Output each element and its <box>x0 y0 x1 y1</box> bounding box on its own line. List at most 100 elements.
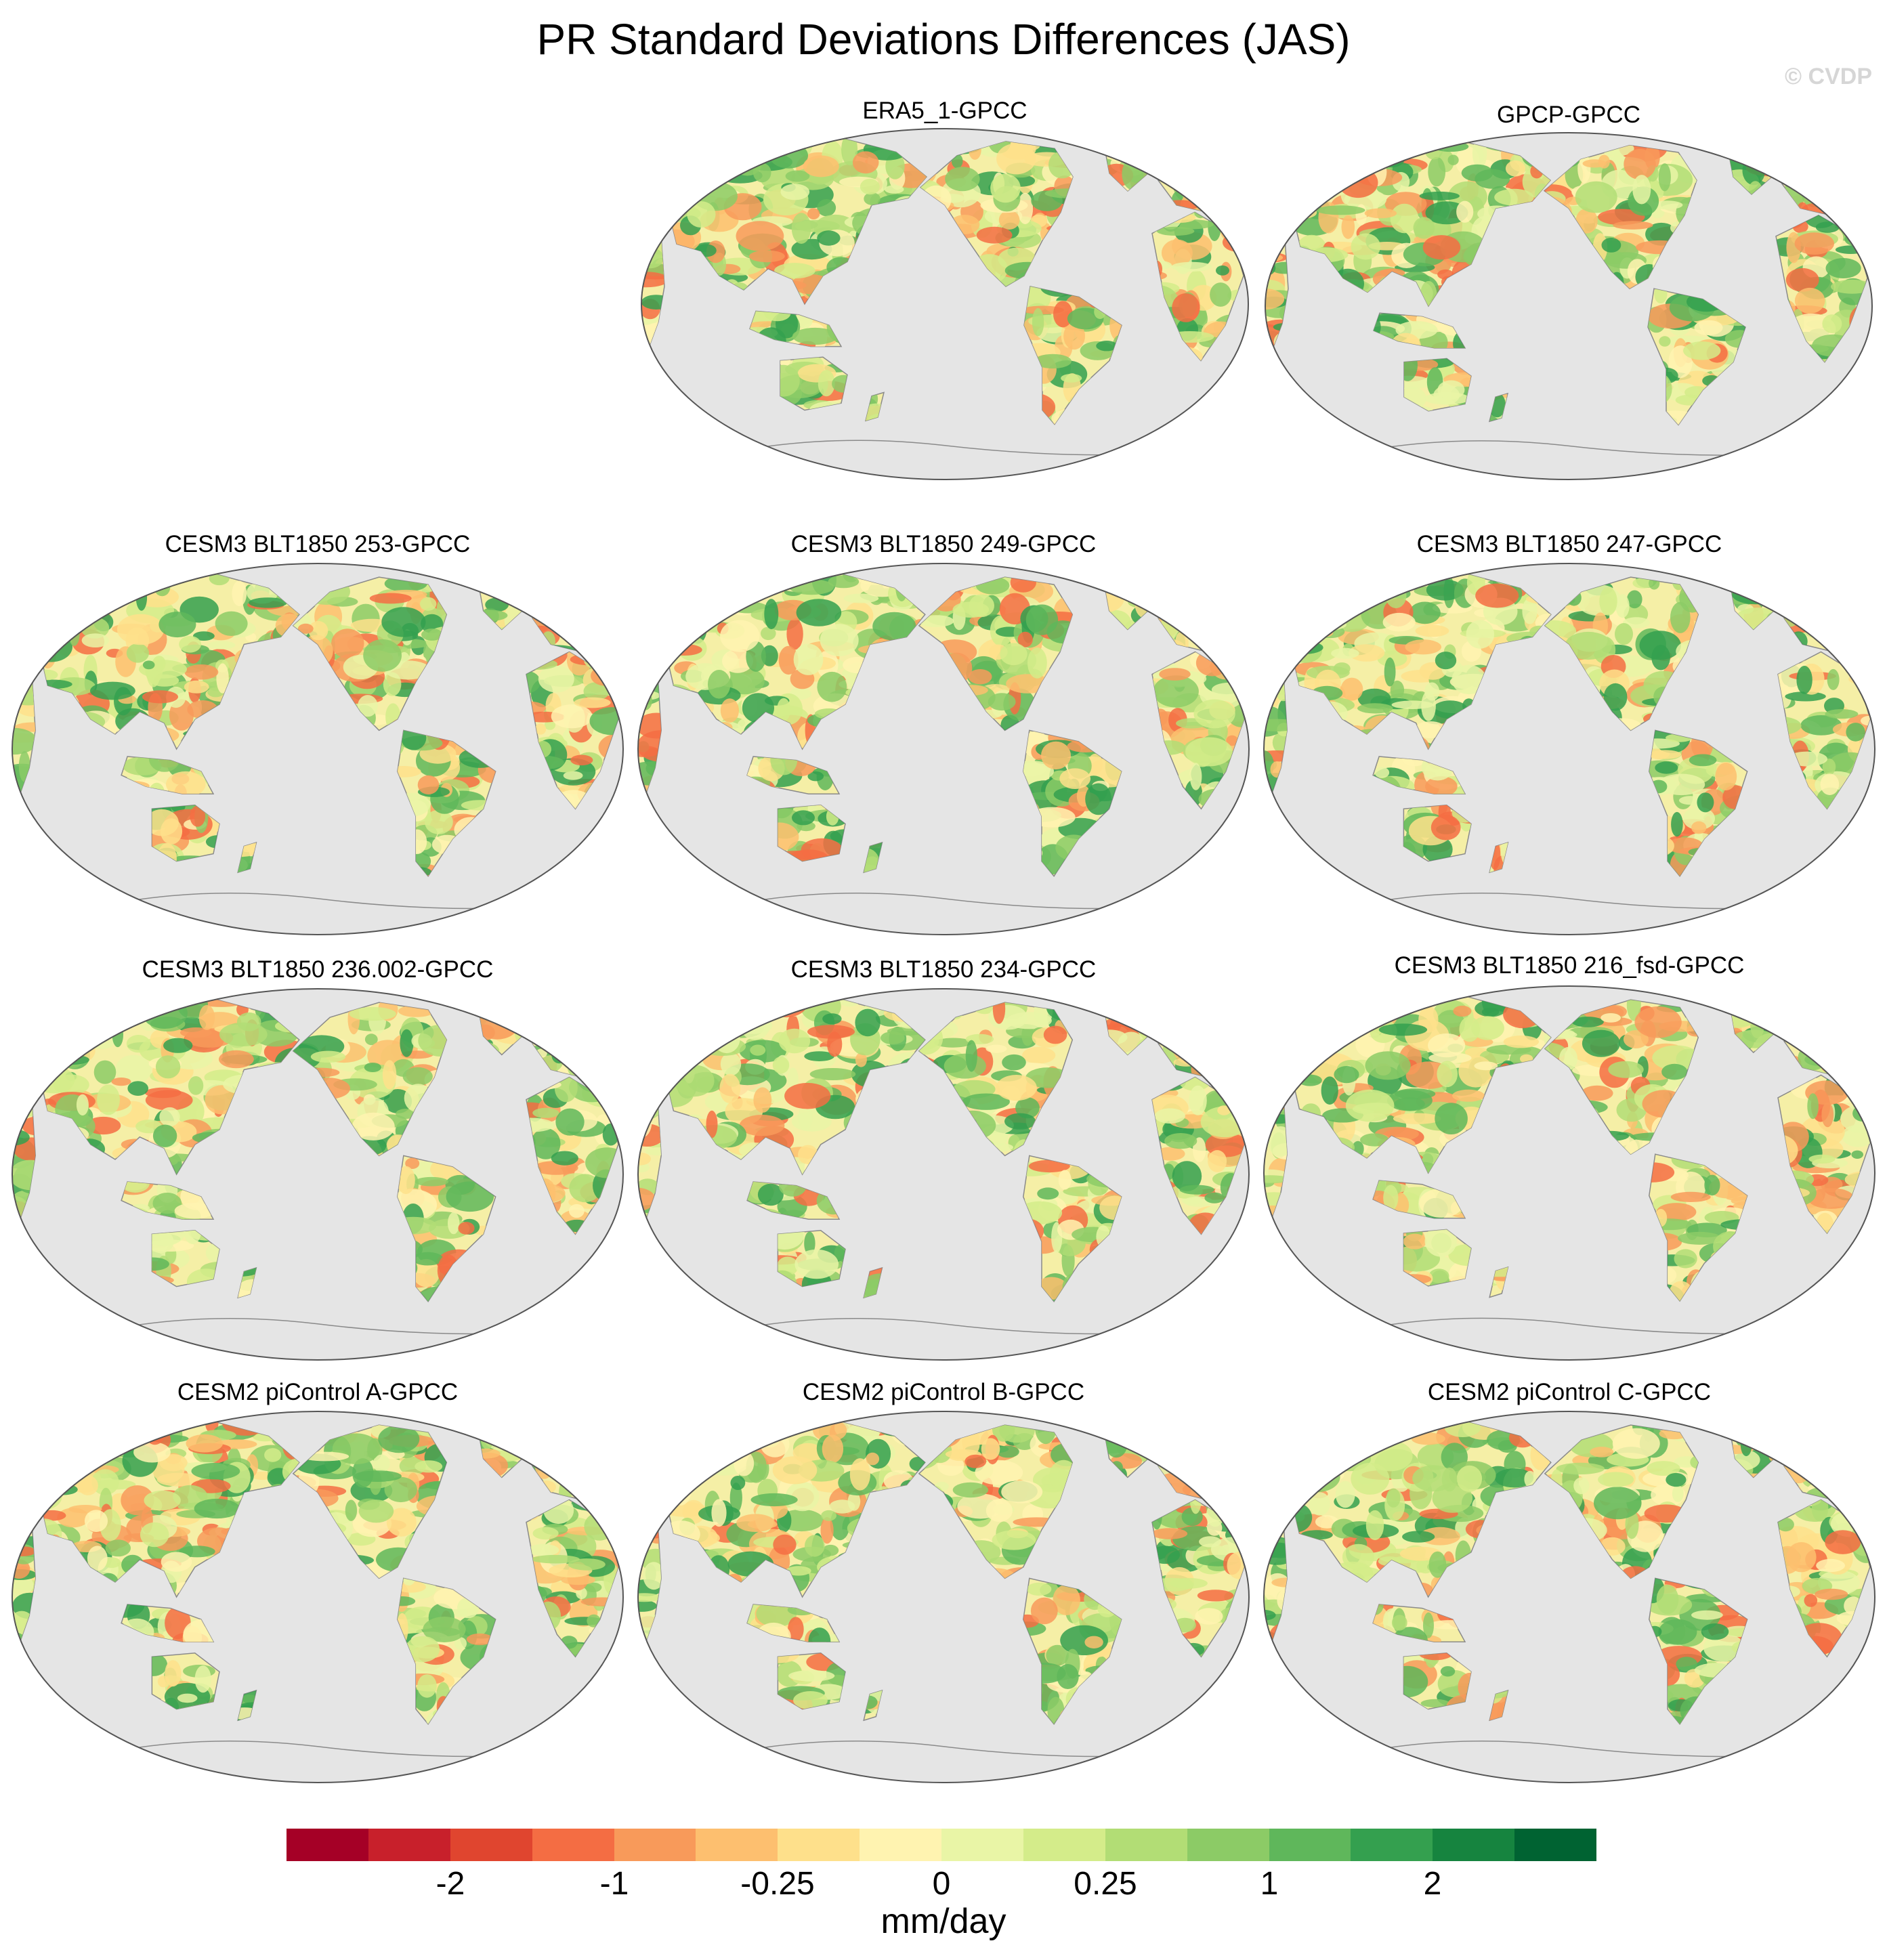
precip-anomaly-patch <box>1522 598 1538 624</box>
precip-anomaly-patch <box>1404 375 1433 389</box>
precip-anomaly-patch <box>591 666 618 686</box>
precip-anomaly-patch <box>594 628 618 649</box>
precip-anomaly-patch <box>1658 163 1671 192</box>
precip-anomaly-patch <box>63 1040 77 1063</box>
precip-anomaly-patch <box>760 1430 790 1457</box>
precip-anomaly-patch <box>1826 603 1858 618</box>
precip-anomaly-patch <box>12 1159 36 1191</box>
precip-anomaly-patch <box>569 588 585 609</box>
precip-anomaly-patch <box>561 622 603 635</box>
precip-anomaly-patch <box>127 1081 148 1096</box>
precip-anomaly-patch <box>1022 1046 1056 1064</box>
world-map <box>1263 985 1875 1361</box>
precip-anomaly-patch <box>177 1693 198 1703</box>
precip-anomaly-patch <box>580 1013 598 1034</box>
precip-anomaly-patch <box>1301 170 1349 192</box>
precip-anomaly-patch <box>1475 583 1519 608</box>
precip-anomaly-patch <box>219 1022 268 1046</box>
precip-anomaly-patch <box>1827 607 1845 633</box>
precip-anomaly-patch <box>581 1480 618 1500</box>
precip-anomaly-patch <box>1634 1006 1682 1038</box>
precip-anomaly-patch <box>88 1432 131 1447</box>
precip-anomaly-patch <box>1172 1161 1202 1191</box>
precip-anomaly-patch <box>667 1000 694 1019</box>
precip-anomaly-patch <box>1025 604 1059 635</box>
precip-anomaly-patch <box>804 1231 815 1256</box>
precip-anomaly-patch <box>1795 608 1824 619</box>
precip-anomaly-patch <box>1435 652 1457 670</box>
precip-anomaly-patch <box>1453 1005 1472 1017</box>
precip-anomaly-patch <box>730 1476 746 1490</box>
precip-anomaly-patch <box>1296 996 1333 1017</box>
precip-anomaly-patch <box>855 1008 881 1037</box>
precip-anomaly-patch <box>386 1508 417 1537</box>
precip-anomaly-patch <box>1659 336 1671 347</box>
precip-anomaly-patch <box>1225 604 1244 627</box>
precip-anomaly-patch <box>764 311 791 322</box>
precip-anomaly-patch <box>607 1440 618 1462</box>
precip-anomaly-patch <box>1041 741 1071 770</box>
precip-anomaly-patch <box>1200 1016 1239 1034</box>
precip-anomaly-patch <box>1157 226 1195 236</box>
precip-anomaly-patch <box>1452 1089 1485 1102</box>
precip-anomaly-patch <box>587 608 618 641</box>
precip-anomaly-patch <box>1807 1093 1819 1120</box>
precip-anomaly-patch <box>1785 691 1826 702</box>
precip-anomaly-patch <box>1218 1077 1242 1085</box>
precip-anomaly-patch <box>1360 142 1389 152</box>
precip-anomaly-patch <box>417 1674 437 1698</box>
precip-anomaly-patch <box>1821 1102 1834 1128</box>
precip-anomaly-patch <box>571 1042 605 1061</box>
precip-anomaly-patch <box>179 636 201 653</box>
precip-anomaly-patch <box>425 809 453 834</box>
precip-anomaly-patch <box>194 1665 211 1693</box>
precip-anomaly-patch <box>684 155 697 179</box>
precip-anomaly-patch <box>667 1468 694 1499</box>
precip-anomaly-patch <box>42 1423 70 1446</box>
precip-anomaly-patch <box>1649 750 1682 759</box>
precip-anomaly-patch <box>364 1063 381 1072</box>
precip-anomaly-patch <box>184 664 219 680</box>
precip-anomaly-patch <box>1623 1030 1649 1048</box>
precip-anomaly-patch <box>698 139 726 152</box>
precip-anomaly-patch <box>738 1008 765 1025</box>
precip-anomaly-patch <box>1294 161 1319 181</box>
precip-anomaly-patch <box>198 1004 215 1030</box>
precip-anomaly-patch <box>1171 261 1212 272</box>
precip-anomaly-patch <box>1294 142 1311 169</box>
precip-anomaly-patch <box>1683 341 1721 360</box>
precip-anomaly-patch <box>417 775 440 794</box>
precip-anomaly-patch <box>561 1052 585 1063</box>
precip-anomaly-patch <box>1419 191 1460 200</box>
precip-anomaly-patch <box>1819 178 1859 203</box>
precip-anomaly-patch <box>100 1002 114 1030</box>
precip-anomaly-patch <box>1205 614 1239 640</box>
precip-anomaly-patch <box>772 1456 818 1485</box>
figure-title: PR Standard Deviations Differences (JAS) <box>536 15 1351 64</box>
precip-anomaly-patch <box>1428 1033 1466 1058</box>
precip-anomaly-patch <box>41 998 76 1016</box>
precip-anomaly-patch <box>750 1044 766 1056</box>
precip-anomaly-patch <box>1179 1077 1211 1091</box>
precip-anomaly-patch <box>780 364 800 397</box>
precip-anomaly-patch <box>105 1539 131 1557</box>
precip-anomaly-patch <box>1808 1188 1854 1209</box>
precip-anomaly-patch <box>1800 1019 1847 1047</box>
precip-anomaly-patch <box>549 588 568 597</box>
precip-anomaly-patch <box>1316 205 1365 215</box>
precip-anomaly-patch <box>1153 675 1199 708</box>
precip-anomaly-patch <box>1735 577 1775 598</box>
precip-anomaly-patch <box>788 1617 804 1642</box>
precip-anomaly-patch <box>796 599 842 626</box>
precip-anomaly-patch <box>1194 1016 1220 1040</box>
precip-anomaly-patch <box>90 681 135 700</box>
precip-anomaly-patch <box>720 1052 742 1076</box>
precip-anomaly-patch <box>179 1027 212 1038</box>
precip-anomaly-patch <box>864 192 881 205</box>
precip-anomaly-patch <box>121 1182 150 1193</box>
precip-anomaly-patch <box>695 1460 728 1468</box>
precip-anomaly-patch <box>706 1110 718 1138</box>
precip-anomaly-patch <box>1803 1023 1818 1053</box>
precip-anomaly-patch <box>405 1636 440 1663</box>
precip-anomaly-patch <box>684 573 715 595</box>
